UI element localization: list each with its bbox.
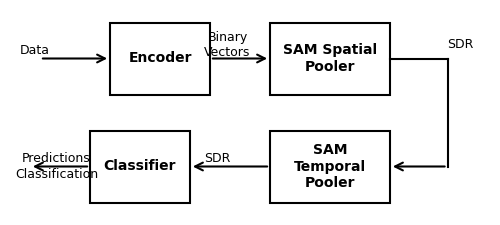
Bar <box>90 130 190 202</box>
Text: Encoder: Encoder <box>128 52 192 65</box>
Text: Predictions
Classification: Predictions Classification <box>15 153 98 180</box>
Text: SAM
Temporal
Pooler: SAM Temporal Pooler <box>294 143 366 190</box>
Bar <box>270 130 390 202</box>
Text: SDR: SDR <box>448 38 474 52</box>
Text: SDR: SDR <box>204 152 231 165</box>
Bar <box>270 22 390 94</box>
Text: Binary
Vectors: Binary Vectors <box>204 31 250 59</box>
Bar <box>110 22 210 94</box>
Text: SAM Spatial
Pooler: SAM Spatial Pooler <box>283 43 377 74</box>
Text: Classifier: Classifier <box>104 160 176 173</box>
Text: Data: Data <box>20 44 50 57</box>
